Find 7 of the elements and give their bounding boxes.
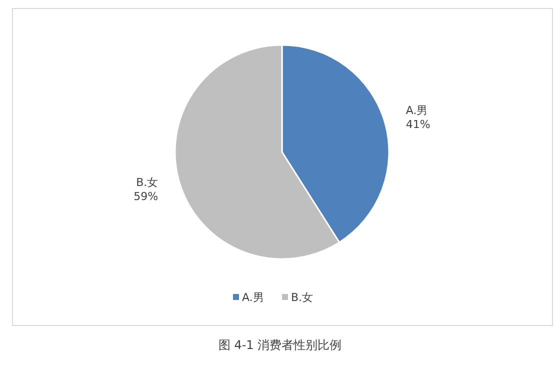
caption: 图 4-1 消费者性别比例 (218, 338, 342, 352)
slice-label: B.女 (136, 176, 158, 189)
legend-label: A.男 (242, 291, 264, 304)
slice-label: A.男 (406, 104, 428, 118)
legend-label: B.女 (291, 291, 314, 304)
data-label: 41% (406, 118, 430, 132)
data-label: 59% (134, 190, 158, 203)
